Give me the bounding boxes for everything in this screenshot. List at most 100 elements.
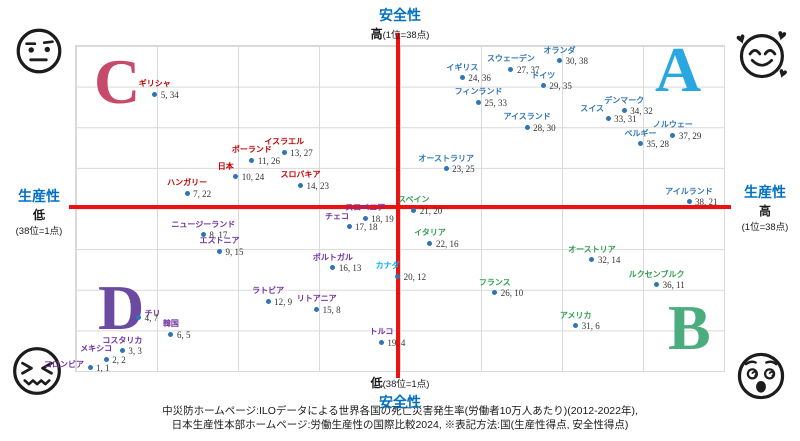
bottom-axis-title-block: 低(38位=1点) 安全性 bbox=[330, 374, 470, 412]
point-country-label: ポルトガル bbox=[312, 252, 353, 262]
point-dot bbox=[103, 356, 109, 362]
point-dot bbox=[184, 190, 190, 196]
point-dot bbox=[346, 224, 352, 230]
point-value-label: 38, 21 bbox=[695, 197, 718, 208]
point-value-label: 10, 24 bbox=[241, 172, 265, 183]
point-country-label: オーストリア bbox=[568, 244, 616, 254]
point-dot bbox=[87, 364, 93, 370]
point-value-label: 27, 37 bbox=[516, 64, 540, 75]
point-dot bbox=[378, 339, 384, 345]
point-dot bbox=[654, 282, 660, 288]
point-country-label: コロンビア bbox=[44, 360, 84, 370]
point-value-label: 30, 38 bbox=[565, 56, 589, 67]
confounded-face-icon bbox=[8, 342, 66, 400]
quadrant-letter-a: A bbox=[655, 34, 702, 105]
point-value-label: 19, 4 bbox=[387, 337, 406, 348]
top-axis-scale: 高(1位=38点) bbox=[370, 27, 430, 41]
point-dot bbox=[200, 232, 206, 238]
point-dot bbox=[686, 199, 692, 205]
top-axis-title-block: 安全性 高(1位=38点) bbox=[330, 5, 470, 43]
point-dot bbox=[524, 124, 530, 130]
point-country-label: スペイン bbox=[398, 195, 430, 204]
point-country-label: フランス bbox=[478, 277, 511, 287]
point-dot bbox=[314, 306, 320, 312]
point-value-label: 7, 22 bbox=[193, 188, 212, 199]
point-country-label: ラトビア bbox=[252, 286, 285, 296]
source-footnote: 中災防ホームページ:ILOデータによる世界各国の死亡災害発生率(労働者10万人あ… bbox=[0, 405, 800, 433]
point-value-label: 23, 25 bbox=[452, 164, 475, 175]
point-dot bbox=[557, 58, 562, 64]
point-country-label: リトアニア bbox=[296, 294, 337, 304]
point-value-label: 15, 8 bbox=[322, 304, 341, 315]
point-dot bbox=[573, 323, 579, 329]
point-dot bbox=[443, 166, 449, 172]
point-value-label: 3, 3 bbox=[128, 346, 142, 357]
point-dot bbox=[297, 182, 303, 188]
point-country-label: スウェーデン bbox=[486, 54, 535, 64]
point-country-label: エストニア bbox=[199, 236, 240, 246]
point-country-label: オーストラリア bbox=[418, 153, 474, 163]
point-value-label: 24, 36 bbox=[468, 73, 491, 84]
point-value-label: 1, 1 bbox=[96, 362, 110, 373]
point-dot bbox=[217, 248, 223, 254]
point-dot bbox=[152, 91, 158, 97]
point-value-label: 22, 16 bbox=[435, 238, 459, 249]
bottom-axis-title: 安全性 bbox=[379, 394, 421, 410]
point-dot bbox=[508, 66, 514, 72]
point-dot bbox=[670, 132, 676, 138]
point-country-label: アイルランド bbox=[665, 186, 713, 196]
point-dot bbox=[168, 331, 174, 337]
point-country-label: フィンランド bbox=[454, 87, 503, 97]
point-country-label: 日本 bbox=[217, 161, 234, 171]
point-dot bbox=[136, 315, 142, 321]
expressionless-face-icon bbox=[12, 24, 66, 78]
point-country-label: イタリア bbox=[414, 228, 446, 238]
point-country-label: デンマーク bbox=[604, 95, 645, 105]
point-value-label: 21, 20 bbox=[419, 205, 443, 216]
quadrant-letter-c: C bbox=[94, 46, 141, 117]
point-dot bbox=[540, 83, 546, 89]
point-country-label: ベルギー bbox=[624, 128, 657, 138]
point-country-label: スイス bbox=[580, 103, 604, 113]
heart-icon: ♥ bbox=[735, 29, 748, 49]
point-country-label: アメリカ bbox=[559, 310, 592, 320]
point-value-label: 17, 18 bbox=[355, 222, 378, 233]
left-axis-level: 低 bbox=[32, 208, 45, 222]
point-country-label: ポーランド bbox=[231, 145, 272, 155]
point-dot bbox=[476, 99, 482, 105]
point-dot bbox=[395, 273, 401, 279]
point-dot bbox=[411, 207, 417, 213]
point-country-label: コスタリカ bbox=[102, 335, 143, 345]
point-value-label: 18, 19 bbox=[371, 213, 394, 224]
point-dot bbox=[427, 240, 433, 246]
point-country-label: トルコ bbox=[369, 327, 394, 337]
point-value-label: 13, 27 bbox=[290, 147, 313, 158]
point-dot bbox=[119, 348, 125, 354]
point-value-label: 37, 29 bbox=[678, 130, 702, 141]
point-value-label: 36, 11 bbox=[662, 280, 685, 291]
point-dot bbox=[233, 174, 239, 180]
point-value-label: 29, 35 bbox=[549, 81, 572, 92]
footnote-line-2: 日本生産性本部ホームページ:労働生産性の国際比較2024, ※表記方法:国(生産… bbox=[171, 418, 629, 431]
point-value-label: 35, 28 bbox=[646, 139, 669, 150]
point-dot bbox=[589, 257, 595, 263]
bottom-axis-scale: 低(38位=1点) bbox=[370, 376, 430, 390]
point-country-label: カナダ bbox=[375, 261, 400, 271]
point-country-label: チェコ bbox=[325, 211, 350, 221]
point-dot bbox=[459, 75, 465, 81]
point-value-label: 12, 9 bbox=[274, 296, 293, 307]
point-dot bbox=[249, 157, 255, 163]
point-country-label: 韓国 bbox=[162, 319, 179, 329]
point-value-label: 34, 32 bbox=[630, 106, 653, 117]
point-country-label: ハンガリー bbox=[167, 178, 208, 188]
point-dot bbox=[362, 215, 368, 221]
left-axis-title-block: 生産性 低 (38位=1点) bbox=[8, 186, 70, 237]
point-country-label: スロベニア bbox=[345, 203, 386, 213]
point-value-label: 26, 10 bbox=[500, 288, 524, 299]
point-value-label: 6, 5 bbox=[176, 329, 191, 340]
footnote-line-1: 中災防ホームページ:ILOデータによる世界各国の死亡災害発生率(労働者10万人あ… bbox=[162, 405, 638, 417]
right-axis-title: 生産性 bbox=[744, 184, 786, 200]
point-value-label: 11, 26 bbox=[257, 155, 281, 166]
point-country-label: メキシコ bbox=[80, 344, 113, 354]
